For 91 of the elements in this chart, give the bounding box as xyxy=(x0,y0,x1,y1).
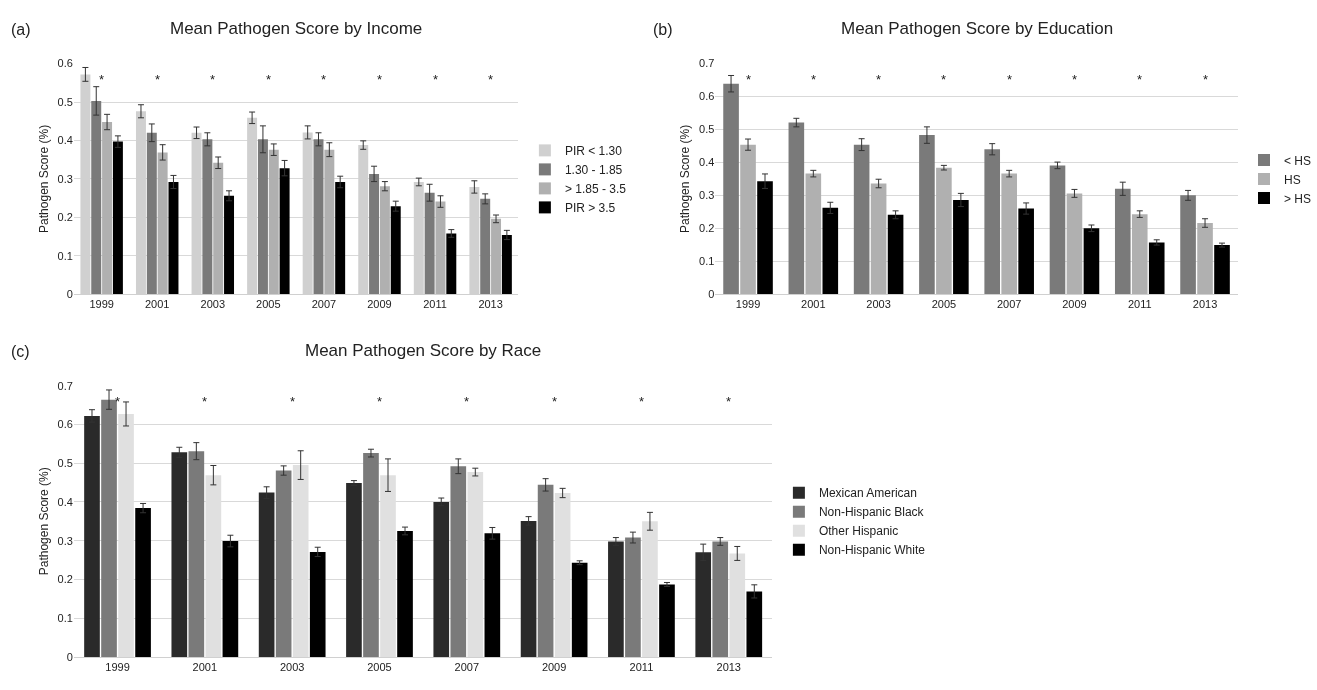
chart-title: Mean Pathogen Score by Education xyxy=(841,19,1114,38)
x-tick-label: 2011 xyxy=(423,298,447,311)
x-tick-label: 2013 xyxy=(478,298,503,311)
annotation: * xyxy=(876,72,882,87)
chart-title: Mean Pathogen Score by Income xyxy=(170,19,423,38)
y-tick-label: 0.3 xyxy=(57,172,73,185)
y-tick-label: 0.2 xyxy=(57,573,73,586)
annotation: * xyxy=(321,72,327,87)
annotation: * xyxy=(210,72,216,87)
annotation: * xyxy=(266,72,272,87)
annotation: * xyxy=(1137,72,1143,87)
legend-label: PIR > 3.5 xyxy=(564,201,616,216)
y-tick-label: 0.3 xyxy=(699,189,715,202)
legend-label: Other Hispanic xyxy=(818,524,899,539)
annotation: * xyxy=(1203,72,1209,87)
annotation: * xyxy=(99,72,105,87)
annotation: * xyxy=(202,394,208,409)
x-tick-label: 2005 xyxy=(931,298,957,311)
x-tick-label: 2001 xyxy=(801,298,826,311)
annotation: * xyxy=(433,72,439,87)
x-tick-label: 2005 xyxy=(367,661,392,674)
x-tick-label: 2003 xyxy=(279,661,305,674)
annotation: * xyxy=(1007,72,1013,87)
annotation: * xyxy=(1072,72,1078,87)
x-tick-label: 2011 xyxy=(629,661,654,674)
annotation: * xyxy=(290,394,296,409)
x-tick-label: 2001 xyxy=(144,298,170,311)
y-tick-label: 0.1 xyxy=(699,255,715,268)
y-tick-label: 0.6 xyxy=(57,418,73,431)
chart-title: Mean Pathogen Score by Race xyxy=(305,341,542,360)
y-tick-label: 0.4 xyxy=(699,156,715,169)
legend-label: > HS xyxy=(1284,191,1312,206)
y-axis-title: Pathogen Score (%) xyxy=(36,467,51,576)
x-tick-label: 2007 xyxy=(454,661,480,674)
annotation: * xyxy=(155,72,161,87)
legend-label: > 1.85 - 3.5 xyxy=(564,182,627,197)
legend-label: 1.30 - 1.85 xyxy=(564,163,623,178)
y-tick-label: 0.5 xyxy=(57,457,73,470)
y-tick-label: 0.4 xyxy=(57,134,73,147)
y-tick-label: 0.1 xyxy=(57,611,73,624)
x-tick-label: 1999 xyxy=(735,298,761,311)
annotation: * xyxy=(811,72,817,87)
annotation: * xyxy=(464,394,470,409)
y-tick-label: 0.7 xyxy=(699,57,715,70)
y-axis-title: Pathogen Score (%) xyxy=(36,124,51,233)
annotation: * xyxy=(552,394,558,409)
annotation: * xyxy=(377,394,383,409)
x-tick-label: 2001 xyxy=(192,661,218,674)
text: (a) xyxy=(11,21,31,38)
annotation: * xyxy=(639,394,645,409)
legend-label: Non-Hispanic Black xyxy=(818,505,925,520)
x-tick-label: 2003 xyxy=(866,298,891,311)
annotation: * xyxy=(726,394,732,409)
text: (b) xyxy=(653,21,673,38)
legend-label: PIR < 1.30 xyxy=(564,144,623,159)
annotation: * xyxy=(746,72,752,87)
y-tick-label: 0.2 xyxy=(699,222,715,235)
y-tick-label: 0.6 xyxy=(57,57,73,70)
y-tick-label: 0.7 xyxy=(57,379,73,392)
x-tick-label: 2007 xyxy=(996,298,1022,311)
y-tick-label: 0.6 xyxy=(699,90,715,103)
annotation: * xyxy=(115,394,121,409)
y-tick-label: 0.5 xyxy=(699,123,715,136)
legend-label: Mexican American xyxy=(818,486,917,501)
x-tick-label: 2013 xyxy=(1192,298,1218,311)
legend-label: HS xyxy=(1284,172,1301,187)
annotation: * xyxy=(488,72,494,87)
y-tick-label: 0.3 xyxy=(57,534,73,547)
annotation: * xyxy=(941,72,947,87)
x-tick-label: 2007 xyxy=(311,298,337,311)
y-tick-label: 0.1 xyxy=(57,249,73,262)
x-tick-label: 2003 xyxy=(200,298,226,311)
x-tick-label: 2009 xyxy=(1062,298,1087,311)
y-tick-label: 0 xyxy=(66,650,73,663)
x-tick-label: 1999 xyxy=(89,298,114,311)
y-tick-label: 0 xyxy=(66,288,73,300)
x-tick-label: 2013 xyxy=(716,661,741,674)
y-tick-label: 0.2 xyxy=(57,211,73,224)
y-tick-label: 0.5 xyxy=(57,95,73,108)
x-tick-label: 2005 xyxy=(256,298,281,311)
x-tick-label: 1999 xyxy=(105,661,130,674)
x-tick-label: 2009 xyxy=(367,298,392,311)
legend-label: < HS xyxy=(1284,153,1312,168)
x-tick-label: 2009 xyxy=(541,661,567,674)
y-axis-title: Pathogen Score (%) xyxy=(678,124,693,233)
legend-label: Non-Hispanic White xyxy=(818,543,926,558)
y-tick-label: 0.4 xyxy=(57,495,73,508)
x-tick-label: 2011 xyxy=(1127,298,1152,311)
text: (c) xyxy=(11,343,30,360)
annotation: * xyxy=(377,72,383,87)
y-tick-label: 0 xyxy=(708,288,715,300)
